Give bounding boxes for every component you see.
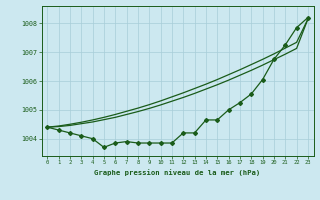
X-axis label: Graphe pression niveau de la mer (hPa): Graphe pression niveau de la mer (hPa) (94, 169, 261, 176)
